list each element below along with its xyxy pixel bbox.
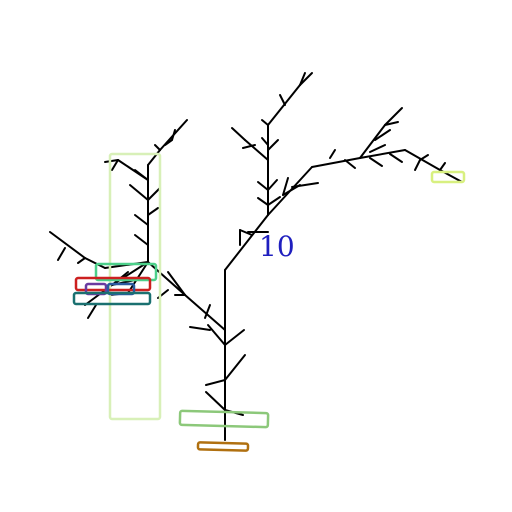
tree-branch-segment: [84, 257, 106, 269]
tree-branch-segment: [261, 119, 269, 126]
tree-branch-segment: [299, 72, 313, 86]
tree-branch-segment: [239, 229, 253, 236]
tree-branch-segment: [257, 181, 269, 191]
tree-branch-segment: [311, 157, 361, 168]
tree-branch-segment: [184, 294, 226, 331]
tree-branch-segment: [369, 144, 386, 153]
tree-branch-segment: [257, 197, 269, 206]
tree-branch-segment: [167, 271, 186, 296]
tree-branch-segment: [279, 94, 286, 106]
tree-branch-segment: [205, 391, 226, 411]
mint-box: [94, 262, 158, 282]
tree-branch-segment: [329, 149, 336, 159]
tree-branch-segment: [291, 182, 319, 188]
tree-branch-segment: [242, 144, 256, 149]
tree-branch-segment: [414, 159, 421, 171]
tree-branch-segment: [282, 177, 289, 196]
tree-branch-segment: [87, 304, 97, 319]
tree-branch-segment: [369, 157, 383, 167]
tree-branch-segment: [77, 257, 86, 264]
tree-branch-segment: [147, 149, 161, 166]
tree-branch-segment: [224, 214, 269, 271]
tree-branch-segment: [171, 129, 176, 141]
tree-branch-segment: [57, 247, 66, 261]
tree-branch-segment: [267, 179, 278, 191]
tree-branch-segment: [147, 261, 186, 296]
tree-branch-segment: [154, 144, 161, 151]
tall-pale-green-box: [108, 152, 162, 421]
tree-branch-segment: [384, 107, 403, 126]
tree-branch-segment: [439, 162, 446, 171]
tree-branch-segment: [117, 159, 149, 181]
number-label: 10: [259, 230, 295, 263]
tree-branch-segment: [244, 139, 269, 161]
tree-branch-segment: [384, 121, 399, 126]
tree-branch-segment: [49, 231, 86, 259]
tree-branch-segment: [267, 139, 279, 151]
tree-branch-segment: [404, 149, 441, 171]
tree-branch-segment: [147, 207, 159, 216]
fractal-tree: [49, 72, 463, 441]
tree-branch-segment: [374, 129, 391, 141]
tree-branch-segment: [207, 324, 226, 346]
tree-branch-segment: [134, 214, 149, 226]
orange-box: [196, 441, 250, 452]
tree-branch-segment: [204, 304, 211, 319]
tree-branch-segment: [419, 154, 429, 161]
tree-branch-segment: [205, 379, 226, 386]
tree-branch-segment: [111, 159, 119, 171]
tree-branch-segment: [261, 137, 269, 146]
tree-branch-segment: [164, 139, 173, 146]
annotation-boxes: [72, 152, 466, 452]
red-box: [74, 276, 152, 292]
base-green-box: [178, 409, 270, 429]
tree-branch-segment: [389, 153, 403, 163]
teal-box: [72, 291, 152, 306]
tree-branch-segment: [267, 196, 281, 206]
tree-branch-segment: [231, 127, 246, 141]
tree-branch-segment: [344, 159, 356, 169]
tree-branch-segment: [359, 149, 406, 159]
tree-branch-segment: [299, 72, 306, 86]
tree-branch-segment: [224, 329, 245, 346]
tree-branch-segment: [359, 124, 386, 159]
tree-branch-segment: [147, 187, 161, 201]
tree-branch-segment: [104, 159, 119, 163]
tree-branch-segment: [224, 354, 246, 381]
tree-branch-segment: [134, 234, 149, 246]
tree-branch-segment: [189, 326, 211, 331]
yellow-box: [430, 170, 466, 184]
tree-branch-segment: [129, 184, 149, 201]
